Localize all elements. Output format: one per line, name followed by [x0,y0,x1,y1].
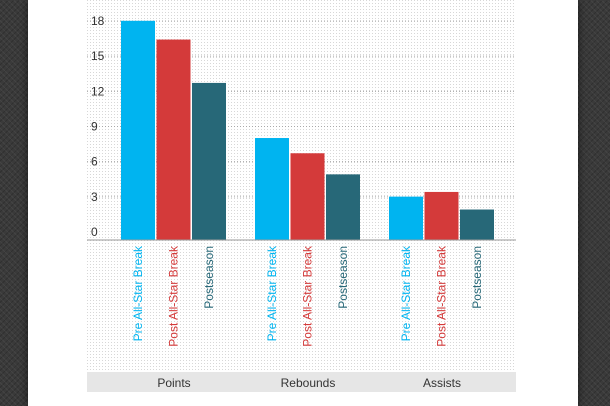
bar [424,191,459,240]
bar [192,82,226,240]
y-tick-label: 6 [91,155,98,169]
category-label: Rebounds [281,376,336,390]
series-label: Post All-Star Break [301,245,315,347]
y-tick-label: 12 [91,84,105,98]
bar [121,20,155,240]
series-label: Post All-Star Break [435,245,449,347]
category-strip [87,372,516,392]
series-label: Postseason [470,246,484,309]
category-label: Points [157,376,190,390]
y-tick-label: 3 [91,190,98,204]
bar [389,196,423,240]
y-tick-label: 15 [91,49,105,63]
series-label: Pre All-Star Break [131,245,145,341]
series-label: Pre All-Star Break [399,245,413,341]
y-tick-label: 18 [91,14,105,28]
series-label: Postseason [336,246,350,309]
bar [460,209,494,240]
bar [156,39,191,240]
category-label: Assists [423,376,461,390]
series-label: Postseason [202,246,216,309]
y-tick-label: 9 [91,120,98,134]
series-label: Pre All-Star Break [265,245,279,341]
bar [290,153,325,240]
series-label: Post All-Star Break [167,245,181,347]
y-tick-label: 0 [91,225,98,239]
bar [255,138,289,240]
bar [326,174,360,240]
